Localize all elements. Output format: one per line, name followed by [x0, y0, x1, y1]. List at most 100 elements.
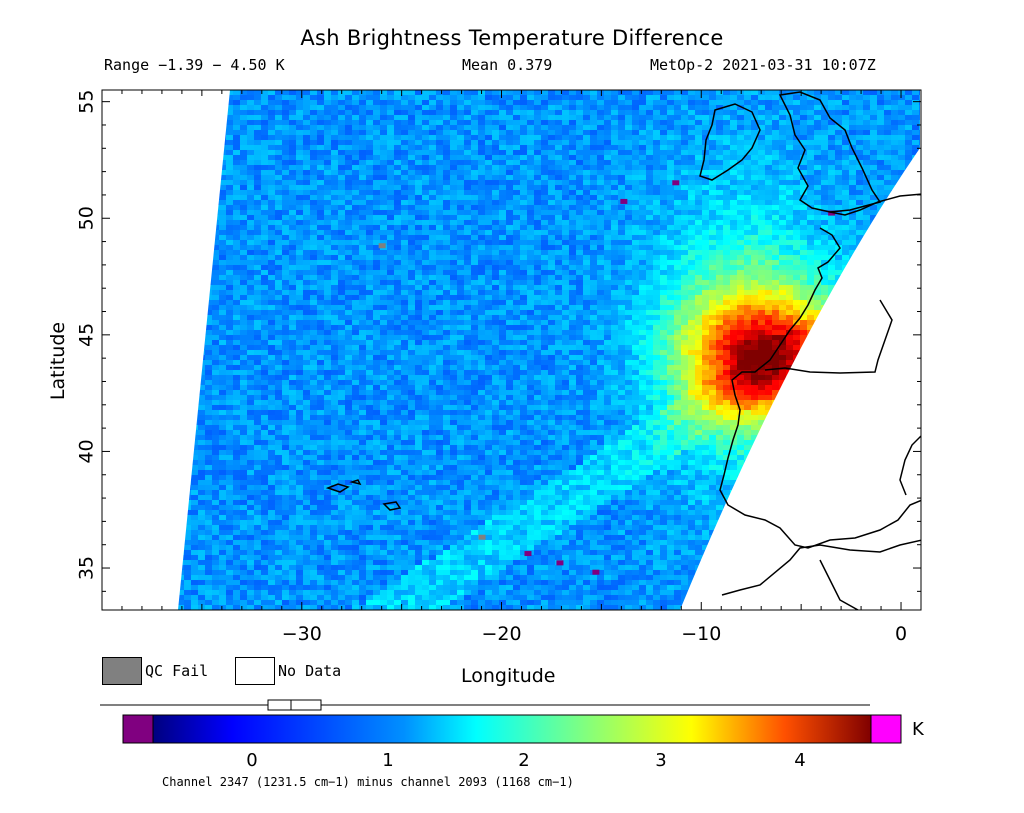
swath-pixel [779, 270, 786, 275]
swath-pixel [562, 305, 569, 310]
swath-pixel [422, 245, 429, 250]
swath-pixel [387, 160, 394, 165]
swath-pixel [303, 120, 310, 125]
swath-pixel [178, 220, 184, 225]
swath-pixel [751, 210, 758, 215]
swath-pixel [429, 170, 436, 175]
swath-pixel [667, 175, 674, 180]
swath-pixel [345, 180, 352, 185]
swath-pixel [331, 265, 338, 270]
swath-pixel [702, 305, 709, 310]
swath-pixel [653, 255, 660, 260]
swath-pixel [751, 225, 758, 230]
swath-pixel [583, 215, 590, 220]
swath-pixel [884, 90, 891, 95]
swath-pixel [905, 205, 912, 210]
swath-pixel [324, 100, 331, 105]
swath-pixel [310, 295, 317, 300]
swath-pixel [178, 180, 184, 185]
swath-pixel [443, 120, 450, 125]
swath-pixel [205, 260, 212, 265]
swath-pixel [401, 155, 408, 160]
swath-pixel [737, 190, 744, 195]
swath-pixel [205, 255, 212, 260]
swath-pixel [821, 275, 828, 280]
figure-title: Ash Brightness Temperature Difference [300, 26, 724, 50]
swath-pixel [226, 130, 233, 135]
swath-pixel [814, 220, 821, 225]
swath-pixel [499, 100, 506, 105]
swath-pixel [744, 215, 751, 220]
swath-pixel [786, 310, 793, 315]
swath-pixel [842, 155, 849, 160]
swath-pixel [569, 255, 576, 260]
swath-pixel [436, 165, 443, 170]
swath-pixel [814, 190, 821, 195]
swath-pixel [331, 185, 338, 190]
swath-pixel [303, 145, 310, 150]
swath-pixel [632, 195, 639, 200]
swath-pixel [373, 215, 380, 220]
swath-pixel [849, 90, 856, 95]
swath-pixel [870, 120, 877, 125]
swath-pixel [254, 100, 261, 105]
swath-pixel [345, 115, 352, 120]
swath-pixel [178, 300, 184, 305]
swath-pixel [632, 145, 639, 150]
swath-pixel [569, 170, 576, 175]
swath-pixel [884, 170, 891, 175]
swath-pixel [912, 120, 919, 125]
swath-pixel [471, 220, 478, 225]
swath-pixel [639, 205, 646, 210]
swath-pixel [772, 135, 779, 140]
swath-pixel [597, 160, 604, 165]
swath-pixel [667, 270, 674, 275]
swath-pixel [849, 95, 856, 100]
swath-pixel [275, 305, 282, 310]
swath-pixel [226, 115, 233, 120]
swath-pixel [891, 185, 898, 190]
swath-pixel [506, 310, 513, 315]
swath-pixel [457, 305, 464, 310]
swath-pixel [275, 220, 282, 225]
swath-pixel [737, 230, 744, 235]
swath-pixel [513, 215, 520, 220]
swath-pixel [268, 220, 275, 225]
swath-pixel [576, 130, 583, 135]
swath-pixel [618, 295, 625, 300]
swath-pixel [730, 155, 737, 160]
swath-pixel [178, 155, 184, 160]
swath-pixel [576, 260, 583, 265]
swath-pixel [178, 100, 184, 105]
swath-pixel [450, 110, 457, 115]
swath-pixel [597, 130, 604, 135]
swath-pixel [422, 300, 429, 305]
swath-pixel [450, 300, 457, 305]
swath-pixel [758, 140, 765, 145]
swath-pixel [359, 200, 366, 205]
swath-pixel [863, 260, 870, 265]
swath-pixel [779, 125, 786, 130]
swath-pixel [653, 290, 660, 295]
swath-pixel [779, 210, 786, 215]
swath-pixel [618, 170, 625, 175]
swath-pixel [835, 240, 842, 245]
swath-pixel [170, 170, 177, 175]
swath-pixel [443, 260, 450, 265]
swath-pixel [436, 120, 443, 125]
swath-pixel [639, 215, 646, 220]
swath-pixel [534, 105, 541, 110]
swath-pixel [835, 265, 842, 270]
swath-pixel [506, 105, 513, 110]
swath-pixel [478, 200, 485, 205]
swath-pixel [590, 290, 597, 295]
swath-pixel [590, 310, 597, 315]
swath-pixel [366, 170, 373, 175]
swath-pixel [191, 320, 198, 325]
swath-pixel [737, 250, 744, 255]
swath-pixel [555, 290, 562, 295]
swath-pixel [205, 155, 212, 160]
swath-pixel [821, 265, 828, 270]
swath-pixel [352, 285, 359, 290]
swath-pixel [611, 290, 618, 295]
